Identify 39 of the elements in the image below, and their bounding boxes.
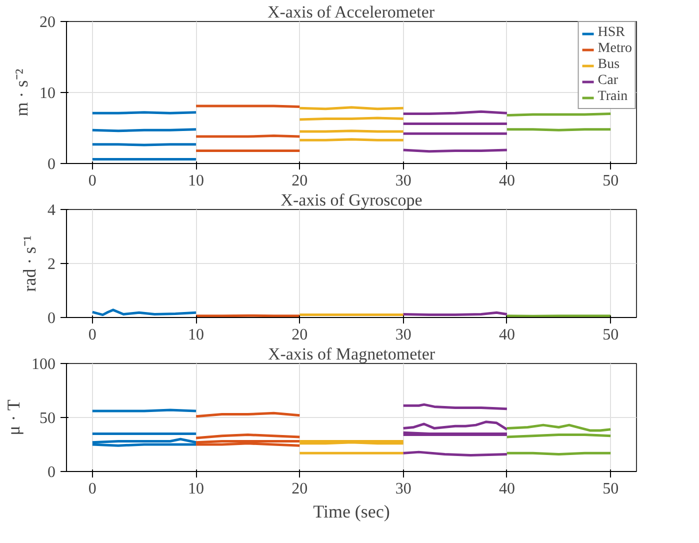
- x-tick-label: 50: [602, 480, 619, 498]
- y-tick-label: 2: [48, 256, 56, 273]
- x-tick-label: 20: [292, 480, 308, 498]
- x-tick-label: 40: [498, 326, 515, 344]
- y-tick-label: 0: [48, 156, 56, 173]
- x-tick-label: 10: [188, 172, 204, 190]
- y-tick-label: 4: [48, 202, 56, 219]
- x-tick-label: 20: [292, 172, 308, 190]
- legend-label: HSR: [598, 25, 626, 41]
- x-tick-label: 50: [602, 172, 619, 190]
- y-axis-title: μ · T: [4, 400, 24, 436]
- x-tick-label: 0: [88, 326, 96, 344]
- chart-title: X-axis of Magnetometer: [268, 344, 436, 364]
- x-tick-label: 10: [188, 326, 204, 344]
- y-axis-title: rad · s⁻¹: [20, 235, 40, 292]
- x-axis-title: Time (sec): [313, 502, 390, 522]
- legend-label: Car: [598, 73, 618, 89]
- x-tick-label: 10: [188, 480, 204, 498]
- x-tick-label: 20: [292, 326, 308, 344]
- y-tick-label: 20: [40, 14, 56, 31]
- y-tick-label: 0: [48, 310, 56, 327]
- x-tick-label: 0: [88, 172, 96, 190]
- x-tick-label: 50: [602, 326, 619, 344]
- y-axis-title: m · s⁻²: [12, 68, 32, 116]
- x-tick-label: 40: [498, 480, 515, 498]
- y-tick-label: 50: [40, 410, 56, 427]
- legend-label: Metro: [598, 41, 632, 57]
- x-tick-label: 30: [395, 480, 412, 498]
- y-tick-label: 100: [32, 356, 56, 373]
- legend-label: Bus: [598, 57, 620, 73]
- y-tick-label: 10: [40, 85, 56, 102]
- chart-title: X-axis of Gyroscope: [280, 190, 422, 210]
- x-tick-label: 30: [395, 326, 412, 344]
- legend-label: Train: [598, 89, 628, 105]
- x-tick-label: 0: [88, 480, 96, 498]
- x-tick-label: 30: [395, 172, 412, 190]
- y-tick-label: 0: [48, 464, 56, 481]
- chart-title: X-axis of Accelerometer: [267, 2, 435, 22]
- x-tick-label: 40: [498, 172, 515, 190]
